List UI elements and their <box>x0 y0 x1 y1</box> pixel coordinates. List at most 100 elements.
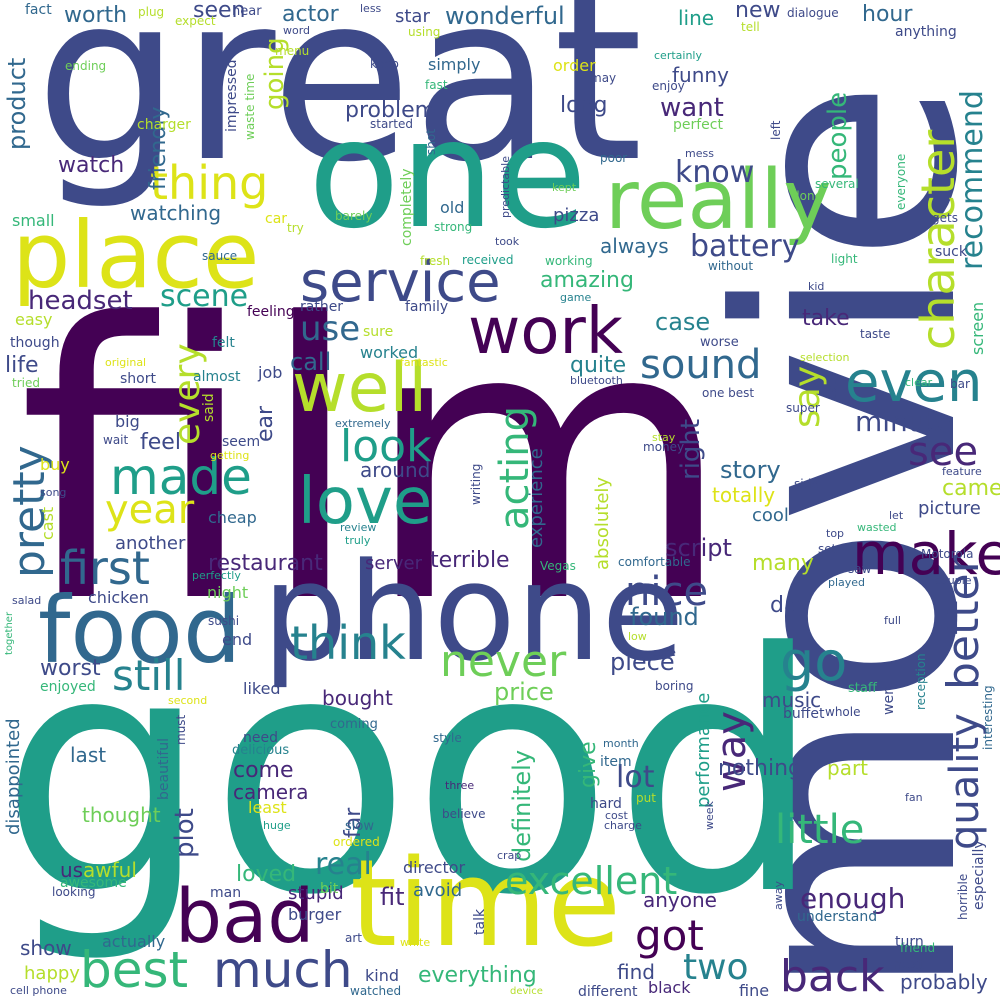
word-love: love <box>298 465 433 539</box>
word-want: want <box>660 93 724 123</box>
word-kind: kind <box>365 966 400 985</box>
word-cool: cool <box>752 505 789 526</box>
word-may: may <box>590 71 617 85</box>
word-problem: problem <box>345 98 437 123</box>
word-happy: happy <box>24 963 80 984</box>
word-slow: slow <box>345 819 374 834</box>
word-comfortable: comfortable <box>618 555 691 569</box>
word-little: little <box>775 807 865 853</box>
word-strong: strong <box>434 220 473 234</box>
word-original: original <box>105 356 147 369</box>
word-set: set <box>818 542 837 556</box>
word-film: film <box>18 243 734 686</box>
word-awesome: awesome <box>60 875 127 891</box>
word-feature: feature <box>942 465 982 478</box>
word-screen: screen <box>968 301 987 355</box>
word-price: price <box>494 678 554 706</box>
word-place: place <box>12 202 260 309</box>
word-fine: fine <box>739 981 770 1000</box>
word-said: said <box>201 393 217 422</box>
word-liked: liked <box>243 679 281 698</box>
word-enjoyed: enjoyed <box>40 679 96 695</box>
word-different: different <box>578 984 638 1000</box>
word-fast: fast <box>425 78 448 92</box>
word-without: without <box>708 259 754 273</box>
word-totally: totally <box>712 483 776 507</box>
word-work: work <box>468 295 623 369</box>
word-scene: scene <box>160 279 249 314</box>
word-headset: headset <box>28 286 133 316</box>
word-three: three <box>445 779 475 792</box>
word-got: got <box>635 911 704 960</box>
word-barely: barely <box>335 209 373 223</box>
word-kid: kid <box>808 280 825 293</box>
word-small: small <box>12 211 55 230</box>
word-started: started <box>370 117 413 131</box>
word-chicken: chicken <box>88 588 149 607</box>
word-time: time <box>350 835 622 974</box>
word-absolutely: absolutely <box>592 476 613 570</box>
word-actor: actor <box>282 2 339 27</box>
word-lot: lot <box>616 760 655 795</box>
word-loved: loved <box>236 862 297 887</box>
word-keep: keep <box>370 57 399 71</box>
word-performance: performance <box>693 692 714 808</box>
word-must: must <box>174 714 188 745</box>
word-car: car <box>265 211 288 227</box>
word-buy: buy <box>40 455 70 474</box>
word-order: order <box>553 56 596 75</box>
word-away: away <box>772 881 785 910</box>
word-ordered: ordered <box>333 835 380 849</box>
word-tell: tell <box>741 20 760 34</box>
word-star: star <box>395 6 430 27</box>
word-white: white <box>400 936 431 949</box>
word-thing: thing <box>150 156 269 210</box>
word-family: family <box>405 299 449 315</box>
word-put: put <box>636 791 656 805</box>
word-item: item <box>600 754 632 770</box>
word-received: received <box>462 253 514 267</box>
word-several: several <box>815 177 859 191</box>
word-product: product <box>3 57 31 150</box>
word-went: went <box>881 680 897 715</box>
word-people: people <box>823 91 853 180</box>
word-suck: suck <box>935 244 967 260</box>
word-director: director <box>403 858 466 877</box>
word-look: look <box>340 421 432 472</box>
word-kept: kept <box>552 181 577 194</box>
word-new: new <box>735 0 781 23</box>
word-felt: felt <box>212 335 235 351</box>
word-say: say <box>787 365 828 428</box>
word-thought: thought <box>82 803 161 827</box>
word-everyone: everyone <box>894 153 908 210</box>
word-sauce: sauce <box>202 249 238 263</box>
word-one: one <box>308 88 588 262</box>
word-side: side <box>794 477 819 491</box>
word-take: take <box>802 306 850 331</box>
word-experience: experience <box>526 448 547 548</box>
word-anyone: anyone <box>643 888 717 912</box>
word-gets: gets <box>932 211 958 225</box>
word-day: day <box>770 593 811 618</box>
word-wonderful: wonderful <box>445 2 565 30</box>
word-feeling: feeling <box>247 304 295 320</box>
word-give: give <box>576 741 601 788</box>
word-low: low <box>628 630 647 643</box>
word-enjoy: enjoy <box>652 79 685 93</box>
word-everything: everything <box>418 963 537 988</box>
word-call: call <box>290 348 332 376</box>
word-coming: coming <box>330 717 378 732</box>
word-taste: taste <box>860 327 891 341</box>
word-us: us <box>60 858 84 882</box>
word-least: least <box>248 798 287 817</box>
word-think: think <box>290 616 406 670</box>
word-saw: saw <box>848 562 872 576</box>
word-end: end <box>222 630 253 649</box>
word-story: story <box>720 456 781 484</box>
word-shot: shot <box>424 129 438 155</box>
word-poor: poor <box>600 151 628 165</box>
word-art: art <box>345 931 362 945</box>
word-fact: fact <box>25 2 52 18</box>
word-definitely: definitely <box>508 749 536 862</box>
